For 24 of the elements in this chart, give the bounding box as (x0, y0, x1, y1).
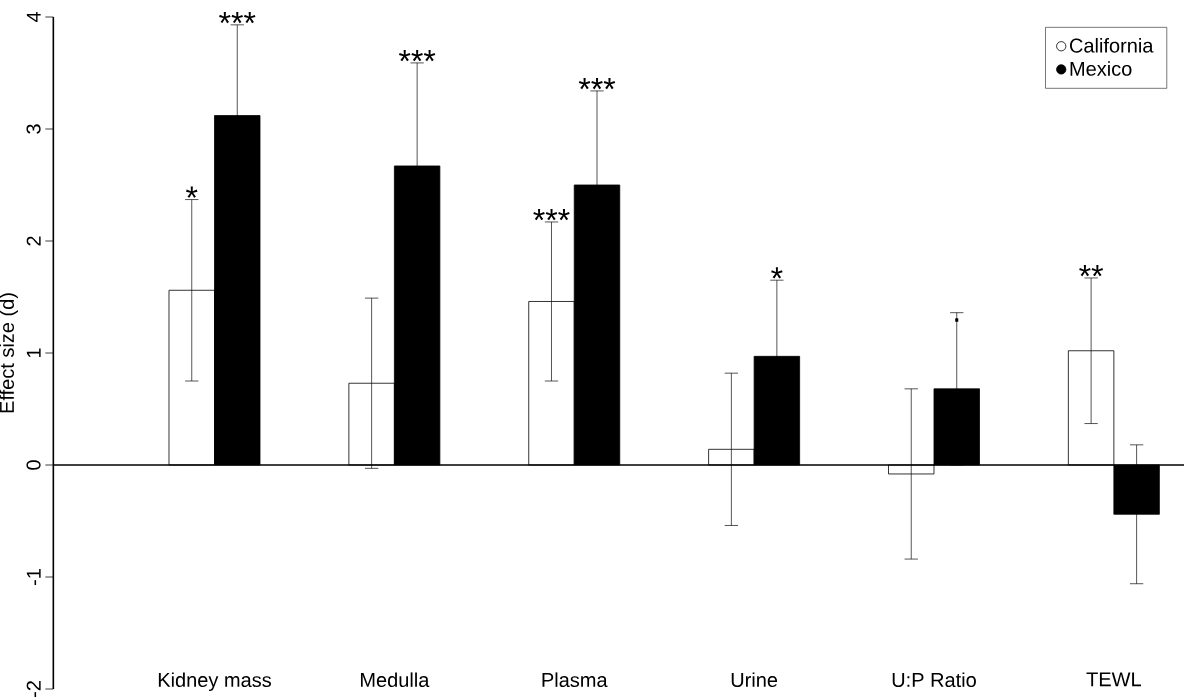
y-tick-label: -1 (26, 569, 41, 586)
annotation: * (186, 186, 198, 198)
x-tick-label: Plasma (542, 672, 608, 688)
y-tick-label: 0 (26, 460, 41, 470)
y-tick-label: -2 (26, 681, 41, 698)
annotation: * (771, 267, 783, 279)
y-tick-label: 3 (26, 124, 41, 134)
x-tick-label: U:P Ratio (892, 672, 976, 688)
annotation: *** (578, 77, 616, 90)
x-tick-label: Kidney mass (158, 672, 271, 692)
annotation: *** (533, 209, 570, 221)
x-tick-label: Medulla (360, 672, 430, 688)
legend-label: Mexico (1070, 61, 1132, 76)
annotation: *** (398, 49, 436, 62)
y-tick-label: 4 (26, 12, 41, 23)
y-tick-label: 2 (26, 236, 41, 246)
annotation: *** (219, 11, 256, 24)
y-tick-label: 1 (26, 348, 41, 358)
y-axis-title: Effect size (d) (0, 293, 18, 413)
annotation: . (955, 318, 959, 322)
legend-label: California (1070, 38, 1154, 53)
x-tick-label: TEWL (1086, 672, 1141, 687)
x-tick-label: Urine (731, 672, 778, 688)
annotation: ** (1079, 265, 1104, 277)
